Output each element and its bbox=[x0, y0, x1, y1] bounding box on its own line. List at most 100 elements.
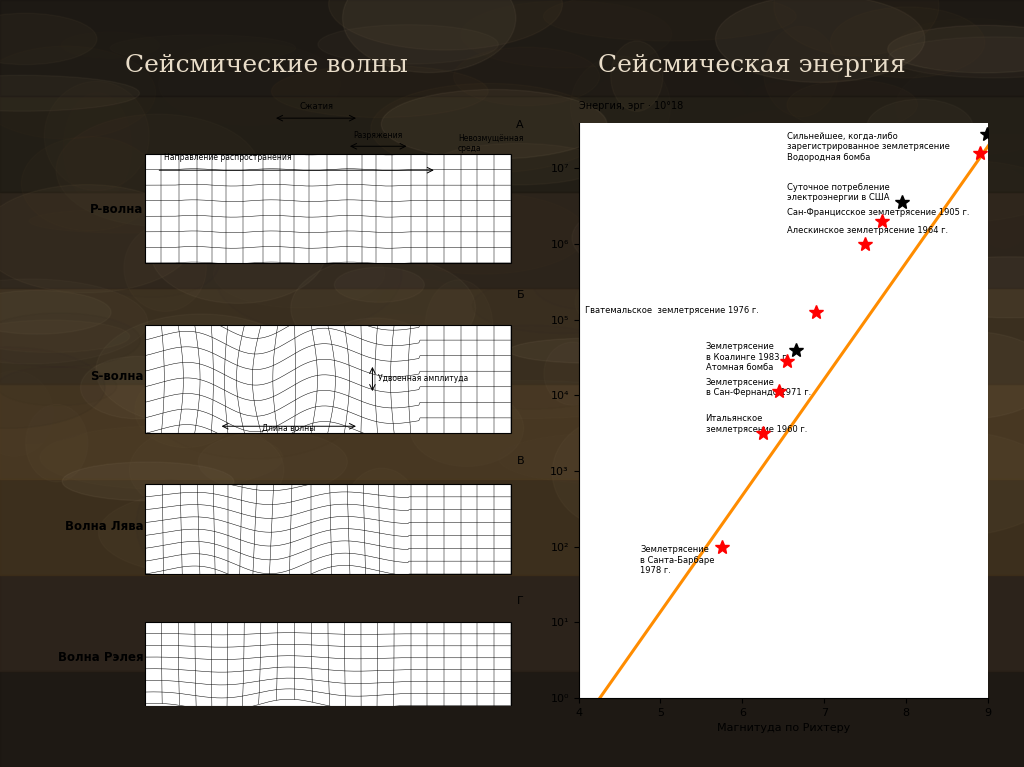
Ellipse shape bbox=[0, 367, 117, 406]
Ellipse shape bbox=[843, 387, 905, 436]
Ellipse shape bbox=[884, 257, 1024, 318]
Ellipse shape bbox=[56, 134, 166, 218]
Ellipse shape bbox=[610, 41, 663, 111]
Ellipse shape bbox=[868, 503, 969, 539]
Text: Гватемальское  землетрясение 1976 г.: Гватемальское землетрясение 1976 г. bbox=[585, 306, 759, 315]
Text: Направление распространения: Направление распространения bbox=[164, 153, 292, 163]
Ellipse shape bbox=[454, 48, 600, 106]
Ellipse shape bbox=[215, 219, 401, 330]
Bar bbox=[144, 154, 511, 263]
Ellipse shape bbox=[552, 417, 678, 528]
Text: Землетрясение
в Санта-Барбаре
1978 г.: Землетрясение в Санта-Барбаре 1978 г. bbox=[640, 545, 715, 575]
Ellipse shape bbox=[544, 0, 797, 41]
Ellipse shape bbox=[0, 13, 97, 64]
Ellipse shape bbox=[300, 40, 413, 117]
Text: Г: Г bbox=[516, 595, 523, 606]
Ellipse shape bbox=[572, 196, 783, 280]
Ellipse shape bbox=[81, 357, 195, 419]
Ellipse shape bbox=[0, 313, 140, 367]
Ellipse shape bbox=[707, 110, 847, 191]
Ellipse shape bbox=[694, 326, 887, 414]
Text: Землетрясение
в Сан-Фернандо 1971 г.: Землетрясение в Сан-Фернандо 1971 г. bbox=[706, 378, 811, 397]
Ellipse shape bbox=[0, 46, 156, 139]
Ellipse shape bbox=[730, 337, 806, 364]
Ellipse shape bbox=[774, 0, 939, 56]
Ellipse shape bbox=[0, 320, 130, 353]
Ellipse shape bbox=[896, 59, 1024, 154]
Text: Энергия, эрг · 10°18: Энергия, эрг · 10°18 bbox=[579, 101, 683, 111]
Ellipse shape bbox=[771, 433, 973, 474]
Ellipse shape bbox=[40, 426, 283, 489]
Ellipse shape bbox=[767, 478, 841, 577]
Ellipse shape bbox=[889, 37, 1024, 77]
Text: Невозмущённая
среда: Невозмущённая среда bbox=[458, 133, 523, 153]
Ellipse shape bbox=[681, 280, 787, 311]
Ellipse shape bbox=[0, 75, 139, 111]
Ellipse shape bbox=[381, 90, 607, 159]
Ellipse shape bbox=[473, 277, 652, 334]
Ellipse shape bbox=[807, 416, 895, 494]
Ellipse shape bbox=[588, 64, 749, 146]
Ellipse shape bbox=[866, 99, 973, 156]
Ellipse shape bbox=[291, 257, 475, 360]
Ellipse shape bbox=[96, 314, 306, 426]
Ellipse shape bbox=[326, 314, 480, 418]
Text: Алескинское землетрясение 1964 г.: Алескинское землетрясение 1964 г. bbox=[787, 225, 948, 235]
Ellipse shape bbox=[888, 25, 1024, 73]
Ellipse shape bbox=[787, 80, 918, 130]
Ellipse shape bbox=[0, 279, 147, 364]
Ellipse shape bbox=[22, 137, 159, 231]
Ellipse shape bbox=[433, 143, 603, 185]
Ellipse shape bbox=[726, 459, 877, 527]
Ellipse shape bbox=[199, 431, 347, 492]
Ellipse shape bbox=[345, 468, 419, 553]
Ellipse shape bbox=[897, 18, 1024, 71]
Ellipse shape bbox=[673, 426, 928, 529]
Ellipse shape bbox=[124, 224, 207, 311]
Ellipse shape bbox=[310, 318, 439, 404]
Ellipse shape bbox=[505, 194, 652, 265]
Ellipse shape bbox=[61, 32, 160, 58]
Ellipse shape bbox=[773, 347, 918, 410]
Ellipse shape bbox=[135, 372, 237, 448]
Ellipse shape bbox=[379, 193, 587, 274]
Text: Итальянское
землетрясение 1960 г.: Итальянское землетрясение 1960 г. bbox=[706, 414, 807, 433]
Text: Сильнейшее, когда-либо
зарегистрированное землетрясение
Водородная бомба: Сильнейшее, когда-либо зарегистрированно… bbox=[787, 132, 950, 162]
Ellipse shape bbox=[335, 268, 424, 302]
Ellipse shape bbox=[317, 25, 499, 64]
Text: Волна Лява: Волна Лява bbox=[65, 520, 143, 532]
Text: В: В bbox=[516, 456, 524, 466]
Text: Сжатия: Сжатия bbox=[299, 102, 333, 111]
Text: Волна Рэлея: Волна Рэлея bbox=[57, 651, 143, 664]
Ellipse shape bbox=[729, 438, 985, 522]
Text: Удвоенная амплитуда: Удвоенная амплитуда bbox=[378, 374, 469, 384]
Ellipse shape bbox=[329, 0, 562, 50]
Text: А: А bbox=[516, 120, 524, 130]
Ellipse shape bbox=[26, 404, 88, 482]
Ellipse shape bbox=[839, 160, 1024, 223]
Text: Длина волны: Длина волны bbox=[262, 423, 315, 433]
X-axis label: Магнитуда по Рихтеру: Магнитуда по Рихтеру bbox=[717, 723, 850, 733]
Ellipse shape bbox=[575, 258, 797, 346]
Ellipse shape bbox=[425, 280, 493, 373]
Ellipse shape bbox=[650, 478, 870, 580]
Ellipse shape bbox=[0, 291, 111, 334]
Ellipse shape bbox=[740, 83, 818, 147]
Bar bbox=[144, 324, 511, 433]
Ellipse shape bbox=[597, 478, 733, 505]
Text: Б: Б bbox=[516, 291, 524, 301]
Ellipse shape bbox=[884, 331, 1024, 419]
Text: P-волна: P-волна bbox=[90, 202, 143, 216]
Ellipse shape bbox=[371, 84, 607, 173]
Ellipse shape bbox=[835, 430, 1024, 537]
Ellipse shape bbox=[343, 0, 516, 73]
Text: S-волна: S-волна bbox=[90, 370, 143, 383]
Ellipse shape bbox=[56, 114, 260, 226]
Text: Суточное потребление
электроэнергии в США: Суточное потребление электроэнергии в СШ… bbox=[787, 183, 890, 202]
Text: Сейсмическая энергия: Сейсмическая энергия bbox=[598, 54, 906, 77]
Text: Разряжения: Разряжения bbox=[353, 131, 402, 140]
Ellipse shape bbox=[627, 163, 811, 215]
Ellipse shape bbox=[271, 65, 488, 117]
Ellipse shape bbox=[509, 338, 681, 364]
Ellipse shape bbox=[62, 462, 233, 501]
